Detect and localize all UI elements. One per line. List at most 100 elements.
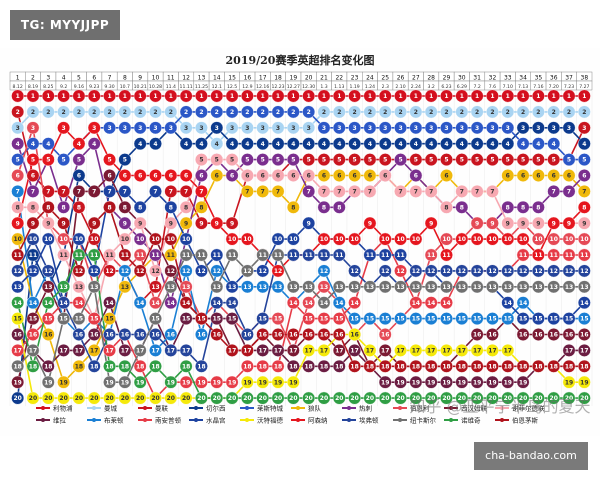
rank-dot (424, 137, 438, 151)
rank-label: 12 (442, 268, 450, 275)
rank-label: 9 (429, 220, 433, 227)
rank-label: 15 (304, 316, 312, 323)
rank-dot (424, 296, 438, 310)
round-label: 32 (489, 75, 497, 82)
rank-label: 13 (350, 284, 358, 291)
rank-label: 12 (136, 268, 144, 275)
rank-label: 3 (169, 125, 173, 132)
rank-dot (11, 200, 25, 214)
legend-label: 切尔西 (206, 403, 226, 412)
rank-label: 16 (167, 332, 175, 339)
rank-label: 16 (29, 332, 37, 339)
rank-dot (501, 89, 515, 103)
rank-dot (149, 343, 162, 357)
rank-dot (302, 153, 316, 167)
rank-dot (179, 169, 193, 182)
rank-dot (210, 375, 224, 389)
rank-label: 2 (414, 109, 418, 116)
rank-label: 5 (536, 157, 540, 164)
rank-label: 10 (151, 236, 159, 243)
rank-dot (363, 248, 377, 262)
rank-dot (72, 280, 86, 294)
rank-label: 18 (458, 363, 466, 370)
legend-marker (92, 406, 96, 410)
rank-label: 3 (383, 125, 387, 132)
rank-dot (547, 89, 561, 103)
rank-dot (486, 137, 499, 151)
rank-dot (531, 169, 545, 182)
rank-dot (363, 153, 377, 167)
rank-dot (302, 296, 316, 310)
rank-dot (562, 89, 576, 103)
rank-label: 11 (121, 252, 129, 259)
rank-label: 18 (289, 363, 297, 370)
legend-label: 曼城 (104, 404, 118, 412)
rank-label: 15 (228, 316, 236, 323)
rank-label: 7 (429, 189, 433, 196)
rank-label: 4 (261, 141, 265, 148)
rank-label: 1 (245, 93, 249, 100)
rank-label: 2 (444, 109, 448, 116)
rank-label: 5 (261, 157, 265, 164)
rank-dot (547, 105, 561, 119)
rank-label: 3 (414, 125, 418, 132)
rank-label: 13 (274, 284, 282, 291)
rank-dot (195, 184, 208, 198)
rank-label: 2 (123, 109, 127, 116)
rank-label: 5 (398, 157, 402, 164)
rank-dot (11, 137, 25, 151)
round-label: 4 (62, 75, 66, 82)
rank-dot (486, 216, 499, 230)
rank-dot (409, 169, 423, 182)
rank-dot (149, 184, 162, 198)
rank-dot (501, 232, 515, 246)
rank-label: 2 (153, 109, 157, 116)
round-label: 2 (31, 75, 35, 82)
round-label: 13 (198, 75, 206, 82)
rank-label: 10 (320, 236, 328, 243)
rank-dot (11, 216, 25, 230)
rank-label: 8 (322, 204, 326, 211)
rank-dot (256, 184, 270, 198)
rank-dot (470, 137, 484, 151)
date-label: 12.16 (256, 84, 269, 90)
rank-label: 14 (13, 300, 21, 307)
rank-label: 3 (245, 125, 249, 132)
rank-dot (26, 89, 40, 103)
rank-label: 14 (427, 300, 435, 307)
rank-label: 6 (582, 173, 586, 180)
rank-label: 2 (291, 109, 295, 116)
rank-dot (11, 232, 25, 246)
rank-dot (486, 232, 499, 246)
rank-label: 19 (458, 379, 466, 386)
rank-dot (516, 153, 530, 167)
rank-label: 4 (322, 141, 326, 148)
rank-label: 10 (243, 236, 251, 243)
rank-label: 4 (230, 141, 234, 148)
rank-label: 18 (565, 363, 573, 370)
rank-label: 11 (90, 252, 98, 259)
rank-dot (378, 232, 392, 246)
rank-dot (103, 248, 116, 262)
rank-dot (577, 169, 591, 182)
date-label: 2.10 (395, 84, 405, 90)
rank-dot (394, 232, 407, 246)
rank-dot (547, 216, 561, 230)
rank-dot (26, 248, 40, 262)
rank-label: 11 (534, 252, 542, 259)
rank-label: 11 (151, 252, 159, 259)
rank-label: 12 (44, 268, 52, 275)
rank-dot (225, 169, 239, 182)
rank-label: 18 (412, 363, 420, 370)
rank-dot (440, 169, 453, 182)
rank-label: 15 (396, 316, 404, 323)
rank-label: 2 (31, 109, 35, 116)
rank-label: 14 (182, 300, 190, 307)
rank-label: 15 (427, 316, 435, 323)
rank-label: 11 (550, 252, 558, 259)
rank-dot (41, 312, 55, 325)
rank-label: 13 (44, 284, 52, 291)
rank-label: 19 (44, 379, 52, 386)
rank-label: 12 (105, 268, 113, 275)
rank-dot (394, 184, 407, 198)
